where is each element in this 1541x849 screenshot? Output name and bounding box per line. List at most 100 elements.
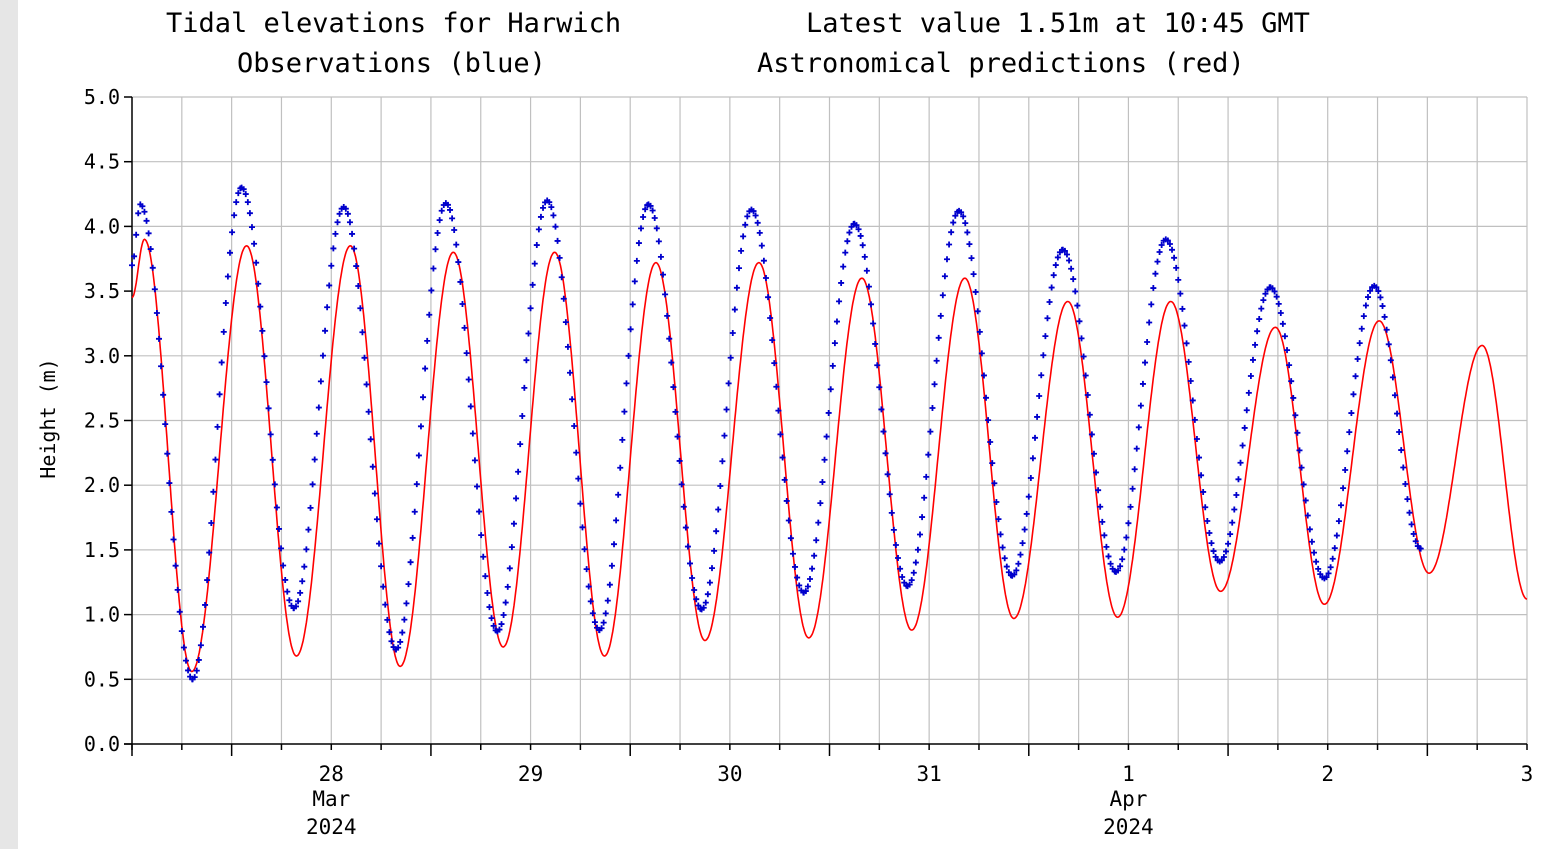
- observation-point: [455, 259, 462, 266]
- observation-point: [767, 314, 774, 321]
- observation-point: [1090, 450, 1097, 457]
- observation-point: [1227, 531, 1234, 538]
- observation-point: [558, 274, 565, 281]
- observation-point: [606, 581, 613, 588]
- observation-point: [917, 531, 924, 538]
- observation-point: [999, 544, 1006, 551]
- observation-point: [255, 280, 262, 287]
- observation-point: [1152, 270, 1159, 277]
- observation-point: [1013, 567, 1020, 574]
- observation-point: [1177, 290, 1184, 297]
- observation-point: [742, 221, 749, 228]
- observation-point: [1277, 309, 1284, 316]
- observation-point: [884, 471, 891, 478]
- observation-point: [562, 319, 569, 326]
- observation-point: [546, 199, 553, 206]
- observation-point: [420, 394, 427, 401]
- observation-point: [1198, 472, 1205, 479]
- observation-point: [1412, 538, 1419, 545]
- observation-point: [229, 229, 236, 236]
- observation-point: [1076, 318, 1083, 325]
- observation-point: [498, 621, 505, 628]
- observation-point: [560, 295, 567, 302]
- observation-point: [407, 559, 414, 566]
- observation-point: [1175, 276, 1182, 283]
- observation-point: [353, 263, 360, 270]
- observation-point: [488, 615, 495, 622]
- observation-point: [783, 497, 790, 504]
- observation-point: [723, 406, 730, 413]
- observation-point: [1072, 288, 1079, 295]
- observation-point: [449, 215, 456, 222]
- observation-point: [1417, 545, 1424, 552]
- observation-point: [1099, 518, 1106, 525]
- observation-point: [769, 337, 776, 344]
- observation-point: [619, 436, 626, 443]
- observation-point: [531, 260, 538, 267]
- observation-point: [958, 209, 965, 216]
- observation-point: [625, 352, 632, 359]
- observation-point: [1269, 285, 1276, 292]
- x-date-label: 28: [319, 762, 344, 786]
- observation-point: [974, 308, 981, 315]
- observation-point: [191, 674, 198, 681]
- observation-point: [779, 454, 786, 461]
- observation-point: [1034, 413, 1041, 420]
- observation-point: [278, 545, 285, 552]
- observation-point: [827, 386, 834, 393]
- observation-point: [691, 586, 698, 593]
- observation-point: [424, 337, 431, 344]
- observation-point: [1327, 564, 1334, 571]
- observation-point: [608, 562, 615, 569]
- observation-point: [185, 667, 192, 674]
- observation-point: [1025, 493, 1032, 500]
- observation-point: [218, 359, 225, 366]
- observation-point: [1144, 338, 1151, 345]
- observation-point: [583, 566, 590, 573]
- observation-point: [1260, 297, 1267, 304]
- observation-point: [537, 213, 544, 220]
- observation-point: [506, 565, 513, 572]
- observation-point: [1166, 241, 1173, 248]
- observation-point: [1129, 485, 1136, 492]
- y-axis-label: Height (m): [36, 358, 60, 478]
- observation-point: [319, 352, 326, 359]
- observation-point: [831, 340, 838, 347]
- observation-point: [447, 206, 454, 213]
- observation-point: [265, 405, 272, 412]
- observation-point: [251, 240, 258, 247]
- observation-point: [415, 452, 422, 459]
- observation-point: [1005, 569, 1012, 576]
- observation-point: [604, 597, 611, 604]
- observation-point: [655, 238, 662, 245]
- observation-point: [344, 210, 351, 217]
- observation-point: [872, 340, 879, 347]
- observation-point: [775, 407, 782, 414]
- observation-point: [1391, 392, 1398, 399]
- observation-point: [859, 242, 866, 249]
- observation-point: [1191, 416, 1198, 423]
- observation-point: [937, 312, 944, 319]
- observation-point: [640, 214, 647, 221]
- observation-point: [1387, 357, 1394, 364]
- observation-point: [301, 563, 308, 570]
- observation-point: [1088, 431, 1095, 438]
- observation-point: [399, 629, 406, 636]
- observation-point: [463, 350, 470, 357]
- observation-point: [482, 573, 489, 580]
- observation-point: [1389, 374, 1396, 381]
- observation-point: [220, 328, 227, 335]
- observation-point: [678, 481, 685, 488]
- observation-point: [1348, 410, 1355, 417]
- observation-point: [931, 381, 938, 388]
- observation-point: [1352, 373, 1359, 380]
- observation-point: [587, 598, 594, 605]
- observation-point: [552, 223, 559, 230]
- observation-point: [1137, 402, 1144, 409]
- observation-point: [480, 553, 487, 560]
- observation-point: [231, 212, 238, 219]
- observation-point: [819, 479, 826, 486]
- observation-point: [259, 327, 266, 334]
- observation-point: [1356, 340, 1363, 347]
- observation-point: [635, 240, 642, 247]
